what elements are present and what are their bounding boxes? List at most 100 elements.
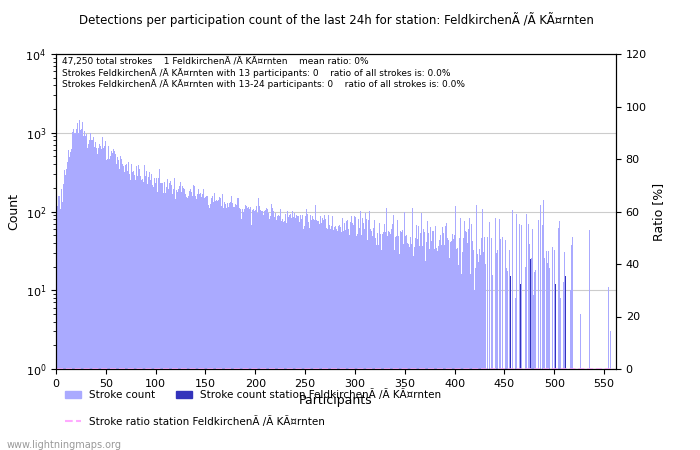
- Bar: [438, 247, 439, 450]
- Bar: [395, 237, 396, 450]
- Bar: [418, 225, 419, 450]
- Bar: [559, 221, 560, 450]
- Bar: [467, 243, 468, 450]
- Bar: [328, 225, 330, 450]
- Bar: [563, 282, 564, 450]
- Bar: [253, 209, 254, 450]
- Bar: [386, 207, 387, 450]
- Bar: [243, 212, 244, 450]
- Bar: [79, 120, 81, 450]
- Bar: [325, 219, 326, 450]
- Bar: [111, 151, 112, 450]
- Bar: [211, 198, 212, 450]
- Bar: [394, 250, 395, 450]
- Bar: [178, 189, 179, 450]
- Bar: [132, 172, 133, 450]
- Bar: [302, 229, 304, 450]
- Bar: [378, 245, 379, 450]
- Bar: [193, 184, 194, 450]
- Bar: [194, 186, 195, 450]
- Bar: [530, 259, 531, 450]
- Bar: [142, 179, 144, 450]
- Bar: [107, 159, 108, 450]
- Bar: [313, 219, 314, 450]
- Bar: [549, 268, 550, 450]
- Bar: [429, 249, 430, 450]
- Bar: [440, 235, 441, 450]
- Bar: [547, 252, 549, 450]
- Bar: [81, 129, 83, 450]
- Bar: [472, 241, 473, 450]
- Bar: [424, 232, 425, 450]
- Bar: [326, 229, 328, 450]
- Bar: [279, 216, 280, 450]
- Bar: [564, 252, 565, 450]
- Bar: [479, 249, 480, 450]
- Bar: [405, 236, 406, 450]
- Bar: [533, 295, 534, 450]
- Bar: [542, 200, 544, 450]
- Bar: [377, 233, 378, 450]
- Bar: [399, 254, 400, 450]
- Bar: [502, 237, 503, 450]
- Bar: [534, 272, 535, 450]
- Bar: [352, 223, 354, 450]
- Bar: [228, 207, 229, 450]
- Bar: [519, 224, 520, 450]
- Bar: [198, 189, 199, 450]
- Bar: [181, 192, 182, 450]
- Bar: [476, 205, 477, 450]
- Bar: [474, 290, 475, 450]
- Bar: [471, 224, 472, 450]
- Bar: [425, 261, 426, 450]
- Bar: [360, 211, 361, 450]
- Bar: [426, 242, 427, 450]
- Bar: [140, 176, 141, 450]
- Bar: [116, 164, 118, 450]
- Bar: [86, 134, 88, 450]
- Bar: [188, 196, 189, 450]
- Bar: [94, 147, 95, 450]
- Bar: [234, 207, 235, 450]
- Bar: [100, 146, 102, 450]
- Bar: [108, 146, 109, 450]
- Bar: [248, 208, 250, 450]
- Bar: [560, 298, 561, 450]
- Bar: [468, 229, 469, 450]
- Bar: [359, 228, 360, 450]
- Bar: [460, 218, 461, 450]
- Bar: [209, 208, 210, 450]
- Bar: [217, 202, 218, 450]
- Bar: [520, 284, 521, 450]
- Bar: [172, 194, 173, 450]
- Bar: [483, 252, 484, 450]
- Bar: [232, 202, 233, 450]
- Bar: [379, 223, 380, 450]
- Bar: [330, 226, 332, 450]
- Bar: [400, 230, 401, 450]
- Text: 47,250 total strokes    1 FeldkirchenÃ /Ã KÃ¤rnten    mean ratio: 0%
Strokes Fel: 47,250 total strokes 1 FeldkirchenÃ /Ã K…: [62, 57, 465, 89]
- Bar: [515, 298, 516, 450]
- Bar: [192, 196, 193, 450]
- Bar: [332, 230, 333, 450]
- Bar: [171, 185, 172, 450]
- Bar: [455, 206, 456, 450]
- Bar: [473, 250, 474, 450]
- Bar: [106, 160, 107, 450]
- Bar: [78, 133, 79, 450]
- Bar: [497, 250, 498, 450]
- Bar: [314, 205, 316, 450]
- Bar: [118, 160, 119, 450]
- Bar: [293, 217, 294, 450]
- Bar: [461, 274, 462, 450]
- Bar: [66, 169, 67, 450]
- Bar: [451, 241, 452, 450]
- Bar: [385, 232, 386, 450]
- Bar: [189, 191, 190, 450]
- Bar: [162, 183, 163, 450]
- Bar: [238, 198, 239, 450]
- Bar: [139, 169, 140, 450]
- Bar: [168, 189, 169, 450]
- Bar: [120, 156, 121, 450]
- Bar: [239, 207, 240, 450]
